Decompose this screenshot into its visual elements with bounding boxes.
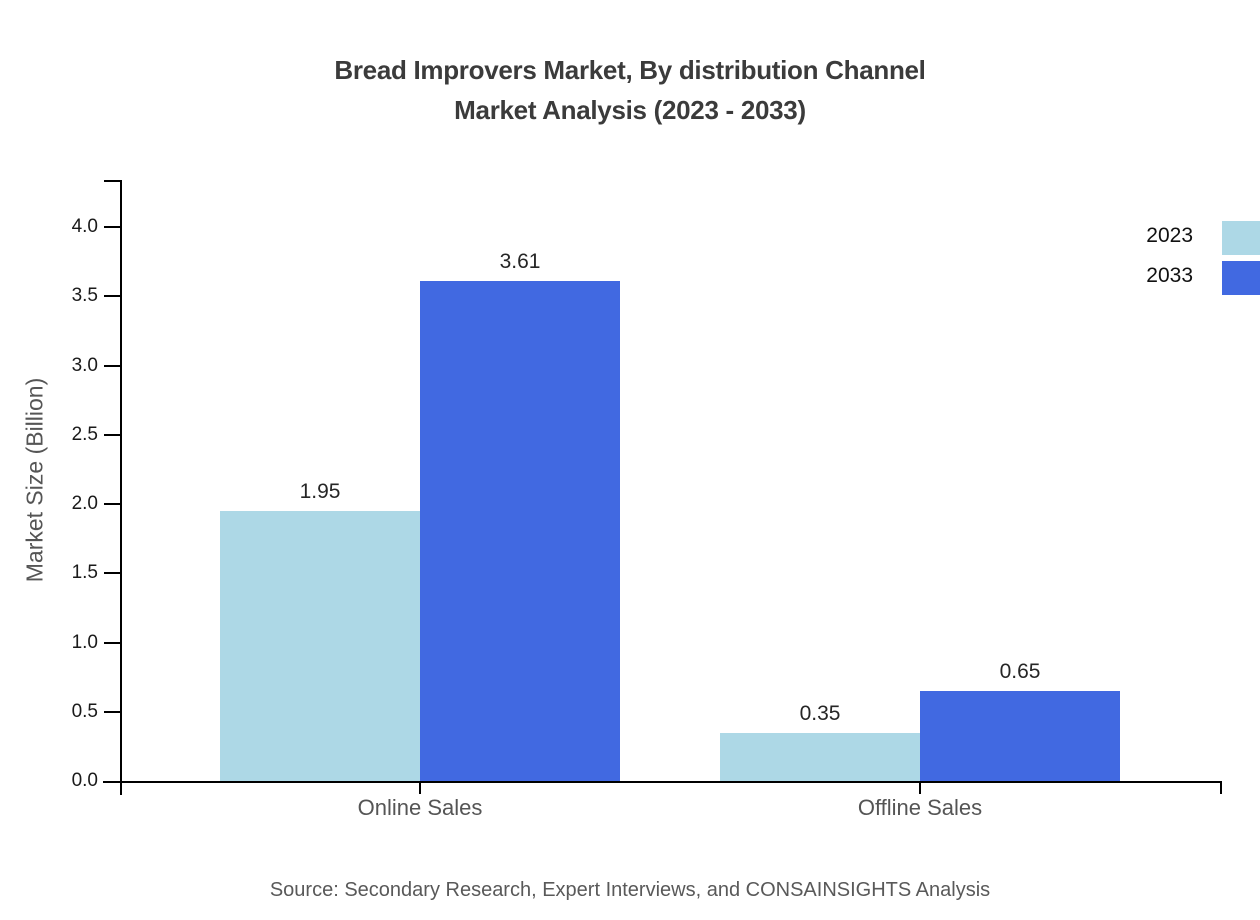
y-axis-line — [120, 180, 122, 795]
y-tick-label: 2.5 — [71, 423, 98, 445]
y-tick — [104, 295, 120, 298]
y-tick-label: 4.0 — [71, 216, 98, 237]
y-tick — [104, 641, 120, 644]
bar-offline-sales-2033 — [920, 690, 1120, 781]
y-tick-label: 0.5 — [71, 700, 98, 722]
legend-item-2033: 2033 — [1060, 261, 1260, 295]
chart-title: Bread Improvers Market, By distribution … — [0, 50, 1260, 130]
source-note: Source: Secondary Research, Expert Inter… — [269, 879, 991, 901]
y-tick — [104, 364, 120, 367]
bar-online-sales-2033 — [420, 281, 620, 781]
y-tick-label: 1.0 — [71, 631, 98, 653]
x-axis-endcap-tick — [1220, 781, 1222, 794]
y-tick-label: 1.5 — [71, 562, 98, 584]
chart-title-line1: Bread Improvers Market, By distribution … — [334, 55, 926, 85]
y-tick-label: 0.0 — [71, 770, 98, 791]
category-label-offline-sales: Offline Sales — [857, 795, 983, 820]
bar-offline-sales-2023 — [720, 732, 920, 781]
x-category-tick — [419, 781, 421, 794]
y-axis-endcap-tick — [104, 180, 120, 182]
value-label: 0.35 — [799, 701, 841, 725]
legend-swatch-2023 — [1222, 221, 1260, 255]
category-label-online-sales: Online Sales — [357, 795, 483, 820]
y-tick-label: 3.5 — [71, 285, 98, 307]
legend-label-2033: 2033 — [1146, 264, 1193, 287]
y-tick — [104, 433, 120, 436]
chart-title-line2: Market Analysis (2023 - 2033) — [454, 95, 806, 125]
y-tick — [104, 503, 120, 505]
y-tick — [104, 710, 120, 713]
x-axis-line — [103, 781, 1222, 783]
y-tick-label: 3.0 — [71, 354, 98, 376]
value-label: 1.95 — [299, 479, 341, 503]
value-label: 3.61 — [499, 250, 541, 273]
x-category-tick — [919, 781, 921, 794]
y-axis-title: Market Size (Billion) — [21, 377, 48, 583]
y-tick-label: 2.0 — [71, 493, 98, 514]
legend-item-2023: 2023 — [1060, 221, 1260, 255]
legend-swatch-2033 — [1222, 261, 1260, 295]
bar-online-sales-2023 — [220, 510, 420, 781]
y-tick — [104, 226, 120, 228]
y-tick — [104, 572, 120, 575]
value-label: 0.65 — [999, 659, 1041, 683]
legend-label-2023: 2023 — [1146, 224, 1193, 247]
